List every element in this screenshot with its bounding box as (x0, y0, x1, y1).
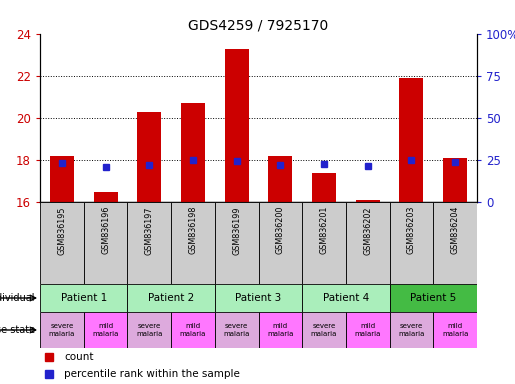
Bar (390, 312, 433, 348)
Text: Patient 4: Patient 4 (323, 293, 369, 303)
Text: mild
malaria: mild malaria (354, 323, 381, 336)
Text: mild
malaria: mild malaria (267, 323, 294, 336)
Text: GSM836195: GSM836195 (57, 206, 66, 255)
Text: GSM836196: GSM836196 (101, 206, 110, 255)
Bar (390, 202, 433, 284)
Text: mild
malaria: mild malaria (180, 323, 206, 336)
Text: disease state: disease state (0, 325, 35, 335)
Text: severe
malaria: severe malaria (48, 323, 75, 336)
Bar (443, 158, 467, 202)
Bar (259, 202, 302, 284)
Bar (268, 156, 293, 202)
Bar (40, 202, 84, 284)
Bar (40, 312, 84, 348)
Text: Patient 2: Patient 2 (148, 293, 194, 303)
Bar (215, 202, 259, 284)
Text: percentile rank within the sample: percentile rank within the sample (64, 369, 240, 379)
Bar (84, 202, 127, 284)
Bar (346, 312, 390, 348)
Text: GSM836203: GSM836203 (407, 206, 416, 255)
Bar (259, 312, 302, 348)
Bar (50, 156, 74, 202)
Text: Patient 5: Patient 5 (410, 293, 456, 303)
Bar (390, 284, 477, 312)
Bar (433, 202, 477, 284)
Text: severe
malaria: severe malaria (311, 323, 337, 336)
Text: mild
malaria: mild malaria (92, 323, 119, 336)
Text: GSM836204: GSM836204 (451, 206, 460, 255)
Text: GSM836201: GSM836201 (319, 206, 329, 255)
Bar (181, 103, 205, 202)
Bar (127, 202, 171, 284)
Text: GSM836197: GSM836197 (145, 206, 154, 255)
Text: mild
malaria: mild malaria (442, 323, 468, 336)
Bar (433, 312, 477, 348)
Bar (171, 202, 215, 284)
Bar (215, 312, 259, 348)
Bar (356, 200, 380, 202)
Title: GDS4259 / 7925170: GDS4259 / 7925170 (188, 19, 329, 33)
Text: Patient 3: Patient 3 (235, 293, 282, 303)
Bar (302, 284, 390, 312)
Bar (302, 312, 346, 348)
Bar (346, 202, 390, 284)
Bar (127, 312, 171, 348)
Text: individual: individual (0, 293, 35, 303)
Text: GSM836198: GSM836198 (188, 206, 197, 255)
Text: Patient 1: Patient 1 (61, 293, 107, 303)
Text: GSM836202: GSM836202 (363, 206, 372, 255)
Text: GSM836200: GSM836200 (276, 206, 285, 255)
Bar (137, 112, 161, 202)
Text: severe
malaria: severe malaria (136, 323, 162, 336)
Bar (312, 172, 336, 202)
Bar (84, 312, 127, 348)
Text: GSM836199: GSM836199 (232, 206, 241, 255)
Bar (94, 192, 117, 202)
Bar (40, 284, 127, 312)
Bar (171, 312, 215, 348)
Bar (225, 49, 249, 202)
Bar (400, 78, 423, 202)
Bar (215, 284, 302, 312)
Text: severe
malaria: severe malaria (224, 323, 250, 336)
Text: count: count (64, 352, 94, 362)
Bar (127, 284, 215, 312)
Bar (302, 202, 346, 284)
Text: severe
malaria: severe malaria (398, 323, 425, 336)
